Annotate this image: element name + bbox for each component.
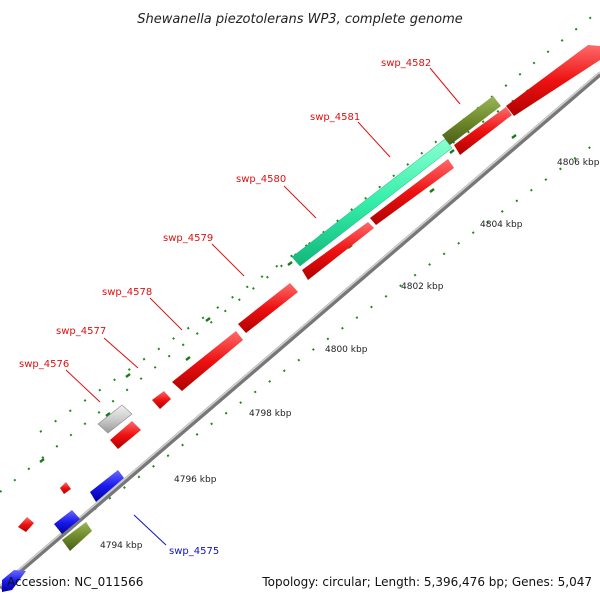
gene-red-forward-a[interactable] <box>110 421 141 449</box>
gene-label[interactable]: swp_4576 <box>19 359 69 370</box>
kbp-label: 4800 kbp <box>325 345 368 355</box>
kbp-label: 4802 kbp <box>401 282 444 292</box>
gene-label[interactable]: swp_4580 <box>236 174 286 185</box>
gene-label[interactable]: swp_4581 <box>310 112 360 123</box>
gene-swp-4578[interactable] <box>172 331 243 391</box>
inner-guide-track <box>79 139 600 521</box>
accession-text: Accession: NC_011566 <box>7 575 143 589</box>
genome-title: Shewanella piezotolerans WP3, complete g… <box>137 12 463 27</box>
forward-strand-genes <box>18 45 600 532</box>
reverse-strand-genes <box>2 107 512 592</box>
gene-swp-4581[interactable] <box>442 96 501 145</box>
kbp-scale-labels: 4794 kbp 4796 kbp 4798 kbp 4800 kbp 4802… <box>100 158 600 551</box>
gene-label[interactable]: swp_4578 <box>102 287 152 298</box>
genome-summary-text: Topology: circular; Length: 5,396,476 bp… <box>261 575 592 589</box>
gene-olive-reverse[interactable] <box>62 522 92 551</box>
gene-swp-4582[interactable] <box>506 45 600 116</box>
gene-blue-reverse-b[interactable] <box>54 510 80 534</box>
gene-swp-4575[interactable] <box>90 470 124 502</box>
gene-swp-4576[interactable] <box>97 404 133 434</box>
gene-label[interactable]: swp_4579 <box>163 233 213 244</box>
kbp-label: 4806 kbp <box>557 158 600 168</box>
gene-swp-4579[interactable] <box>238 283 298 333</box>
gene-red-reverse-a[interactable] <box>302 222 374 280</box>
gene-red-reverse-c[interactable] <box>454 107 512 155</box>
kbp-label: 4794 kbp <box>100 541 143 551</box>
genome-backbone <box>0 71 600 590</box>
kbp-label: 4796 kbp <box>174 475 217 485</box>
gene-label[interactable]: swp_4575 <box>169 546 219 557</box>
gene-red-forward-b[interactable] <box>18 517 34 532</box>
gene-label[interactable]: swp_4582 <box>381 58 431 69</box>
gene-swp-4577[interactable] <box>152 391 171 409</box>
gene-label[interactable]: swp_4577 <box>56 326 106 337</box>
kbp-label: 4798 kbp <box>249 409 292 419</box>
gene-swp-4580[interactable] <box>291 138 453 267</box>
gene-labels: swp_4576 swp_4577 swp_4578 swp_4579 swp_… <box>19 58 431 557</box>
gene-red-forward-c[interactable] <box>60 482 71 494</box>
kbp-label: 4804 kbp <box>480 220 523 230</box>
gene-red-reverse-b[interactable] <box>370 159 454 225</box>
gene-blue-reverse-c[interactable] <box>2 570 26 592</box>
gene-label-leaders <box>65 67 461 546</box>
